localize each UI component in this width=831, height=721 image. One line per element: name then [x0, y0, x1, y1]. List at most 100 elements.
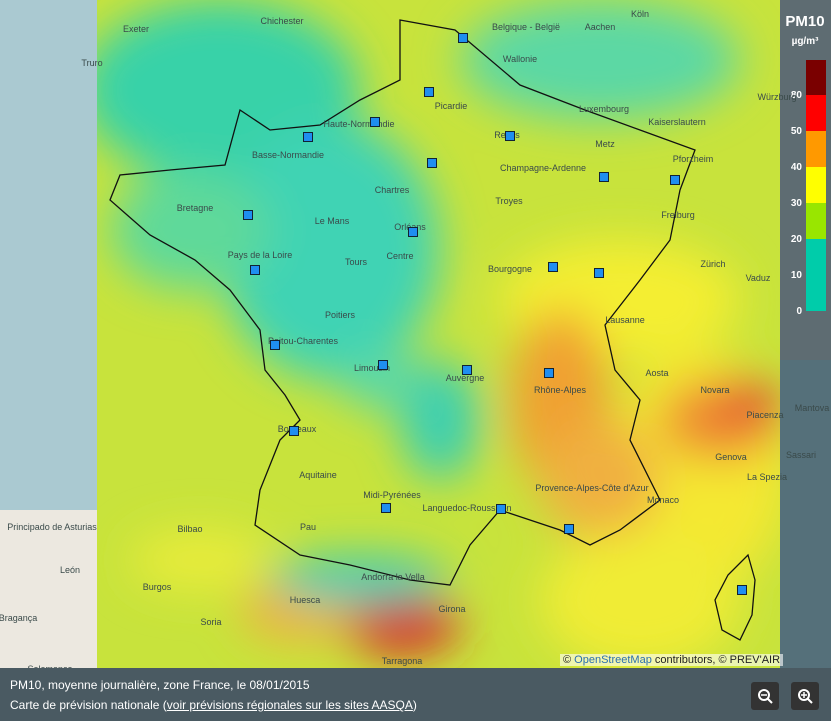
legend-band: [806, 95, 826, 131]
place-label: Andorra la Vella: [361, 572, 425, 582]
station-marker[interactable]: [564, 524, 574, 534]
place-label: Mantova: [795, 403, 830, 413]
place-label: Champagne-Ardenne: [500, 163, 586, 173]
caption-bar: PM10, moyenne journalière, zone France, …: [0, 668, 831, 721]
station-marker[interactable]: [544, 368, 554, 378]
legend-tick-label: 30: [791, 198, 803, 209]
place-label: Luxembourg: [579, 104, 629, 114]
place-label: Bretagne: [177, 203, 214, 213]
place-label: Tours: [345, 257, 368, 267]
land-tile: [0, 510, 97, 668]
legend-tick-label: 50: [791, 126, 803, 137]
place-label: Poitou-Charentes: [268, 336, 339, 346]
zoom-out-icon: [758, 689, 773, 704]
caption-prefix: Carte de prévision nationale (: [10, 698, 167, 712]
station-marker[interactable]: [408, 227, 418, 237]
place-label: Chartres: [375, 185, 410, 195]
place-label: Pays de la Loire: [228, 250, 293, 260]
station-marker[interactable]: [243, 210, 253, 220]
caption-line2: Carte de prévision nationale (voir prévi…: [10, 698, 417, 712]
place-label: Basse-Normandie: [252, 150, 324, 160]
place-label: Würzburg: [757, 92, 796, 102]
place-label: Soria: [200, 617, 221, 627]
place-label: Truro: [81, 58, 102, 68]
place-label: Girona: [438, 604, 465, 614]
place-label: Aachen: [585, 22, 616, 32]
place-label: Picardie: [435, 101, 468, 111]
place-label: Kaiserslautern: [648, 117, 706, 127]
legend-band: [806, 131, 826, 167]
caption-suffix: ): [412, 698, 417, 712]
place-label: Freiburg: [661, 210, 695, 220]
aasqa-link[interactable]: voir prévisions régionales sur les sites…: [166, 698, 413, 712]
place-label: Monaco: [647, 495, 679, 505]
station-marker[interactable]: [378, 360, 388, 370]
place-label: Piacenza: [746, 410, 783, 420]
place-label: Auvergne: [446, 373, 485, 383]
place-label: Bourgogne: [488, 264, 532, 274]
station-marker[interactable]: [737, 585, 747, 595]
caption-line1: PM10, moyenne journalière, zone France, …: [10, 678, 310, 692]
legend-band: [806, 167, 826, 203]
station-marker[interactable]: [250, 265, 260, 275]
attribution-prefix: ©: [563, 654, 572, 666]
attribution-suffix: contributors, © PREV'AIR: [654, 654, 781, 666]
place-label: Belgique - België: [492, 22, 560, 32]
station-marker[interactable]: [505, 131, 515, 141]
legend-band: [806, 60, 826, 95]
station-marker[interactable]: [594, 268, 604, 278]
legend-tick-label: 10: [791, 270, 803, 281]
place-label: Centre: [386, 251, 413, 261]
place-label: Limousin: [354, 363, 390, 373]
place-label: Chichester: [260, 16, 303, 26]
osm-link[interactable]: OpenStreetMap: [574, 654, 652, 666]
place-label: Pforzheim: [673, 154, 714, 164]
legend-band: [806, 239, 826, 311]
station-marker[interactable]: [289, 426, 299, 436]
station-marker[interactable]: [427, 158, 437, 168]
station-marker[interactable]: [370, 117, 380, 127]
station-marker[interactable]: [381, 503, 391, 513]
place-label: Lausanne: [605, 315, 645, 325]
zoom-in-icon: [798, 689, 813, 704]
legend-title: PM10: [785, 13, 824, 30]
place-label: Languedoc-Roussillon: [422, 503, 511, 513]
station-marker[interactable]: [303, 132, 313, 142]
place-label: Aquitaine: [299, 470, 337, 480]
place-label: Köln: [631, 9, 649, 19]
place-label: Haute-Normandie: [323, 119, 394, 129]
station-marker[interactable]: [424, 87, 434, 97]
place-label: Bilbao: [177, 524, 202, 534]
legend-band: [806, 203, 826, 239]
legend-tick-label: 80: [791, 90, 803, 101]
station-marker[interactable]: [670, 175, 680, 185]
station-marker[interactable]: [458, 33, 468, 43]
place-label: Midi-Pyrénées: [363, 490, 421, 500]
place-label: Burgos: [143, 582, 172, 592]
place-label: Le Mans: [315, 216, 350, 226]
station-marker[interactable]: [462, 365, 472, 375]
place-label: Novara: [700, 385, 729, 395]
station-marker[interactable]: [270, 340, 280, 350]
place-label: Tarragona: [382, 656, 423, 666]
station-marker[interactable]: [599, 172, 609, 182]
station-marker[interactable]: [496, 504, 506, 514]
place-label: Zürich: [700, 259, 725, 269]
legend-unit: µg/m³: [792, 36, 820, 47]
france-border: [109, 19, 696, 586]
place-label: Pau: [300, 522, 316, 532]
station-marker[interactable]: [548, 262, 558, 272]
place-label: Metz: [595, 139, 615, 149]
attribution: © OpenStreetMap contributors, © PREV'AIR: [560, 654, 784, 666]
place-label: Sassari: [786, 450, 816, 460]
zoom-out-button[interactable]: [751, 682, 779, 710]
zoom-in-button[interactable]: [791, 682, 819, 710]
place-label: La Spezia: [747, 472, 787, 482]
pollution-layer: [97, 0, 780, 668]
place-label: Bragança: [0, 613, 37, 623]
place-label: Poitiers: [325, 310, 356, 320]
corsica-border: [714, 553, 756, 641]
place-label: Provence-Alpes-Côte d'Azur: [535, 483, 648, 493]
